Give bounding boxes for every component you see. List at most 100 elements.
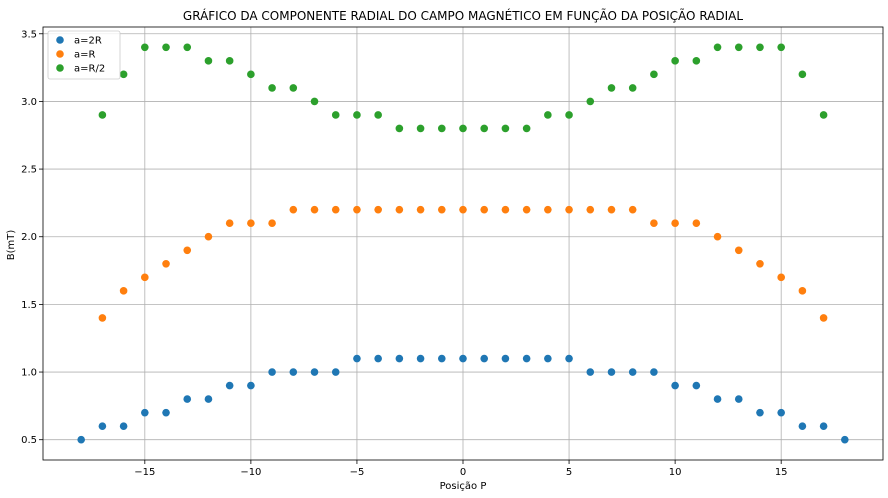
- data-point: [713, 43, 722, 52]
- data-point: [586, 205, 595, 214]
- data-point: [395, 124, 404, 133]
- y-tick-label: 2.5: [21, 165, 37, 176]
- data-point: [353, 111, 361, 119]
- data-point: [247, 381, 255, 390]
- data-point: [268, 368, 276, 376]
- data-point: [798, 70, 807, 79]
- data-point: [416, 124, 425, 133]
- data-point: [480, 205, 489, 214]
- data-point: [141, 273, 149, 282]
- data-point: [671, 57, 679, 65]
- data-point: [671, 381, 679, 390]
- data-point: [268, 219, 276, 228]
- x-tick-label: −15: [134, 467, 155, 478]
- data-point: [331, 368, 340, 376]
- data-point: [353, 354, 361, 363]
- data-point: [459, 124, 467, 133]
- data-point: [416, 205, 425, 214]
- data-point: [607, 368, 616, 376]
- data-point: [374, 111, 382, 119]
- data-point: [437, 205, 446, 214]
- data-point: [247, 70, 255, 79]
- data-point: [650, 219, 658, 228]
- legend-marker: [56, 64, 64, 72]
- data-point: [819, 422, 828, 430]
- data-point: [289, 205, 298, 214]
- data-point: [119, 422, 128, 430]
- data-point: [586, 97, 595, 106]
- data-point: [522, 205, 531, 214]
- data-point: [586, 368, 595, 376]
- series-a=R: [98, 205, 828, 322]
- data-points: [77, 43, 849, 444]
- data-point: [734, 43, 743, 52]
- x-tick-label: 10: [669, 467, 682, 478]
- legend-marker: [56, 50, 64, 58]
- data-point: [565, 205, 573, 214]
- data-point: [289, 368, 298, 376]
- data-point: [501, 124, 510, 133]
- data-point: [692, 57, 701, 65]
- data-point: [756, 43, 764, 52]
- x-tick-label: 15: [775, 467, 788, 478]
- data-point: [225, 219, 234, 228]
- x-axis-ticks: −15 −10 −5 0 5 10 15: [134, 460, 788, 478]
- data-point: [204, 57, 213, 65]
- data-point: [501, 354, 510, 363]
- data-point: [225, 57, 234, 65]
- data-point: [353, 205, 361, 214]
- data-point: [204, 395, 213, 403]
- data-point: [607, 84, 616, 92]
- data-point: [162, 43, 170, 52]
- data-point: [183, 43, 192, 52]
- y-tick-label: 1.5: [21, 300, 37, 311]
- data-point: [756, 259, 764, 268]
- y-tick-label: 0.5: [21, 435, 37, 446]
- data-point: [650, 70, 658, 79]
- data-point: [734, 395, 743, 403]
- data-point: [628, 368, 637, 376]
- data-point: [395, 205, 404, 214]
- data-point: [310, 97, 319, 106]
- data-point: [416, 354, 425, 363]
- legend-marker: [56, 36, 64, 44]
- data-point: [289, 84, 298, 92]
- legend: a=2R a=R a=R/2: [47, 30, 121, 80]
- data-point: [607, 205, 616, 214]
- data-point: [522, 354, 531, 363]
- data-point: [141, 408, 149, 417]
- data-point: [183, 246, 192, 255]
- data-point: [713, 395, 722, 403]
- data-point: [225, 381, 234, 390]
- legend-label: a=R: [74, 50, 96, 61]
- x-axis-label: Posição P: [440, 481, 487, 492]
- data-point: [437, 124, 446, 133]
- data-point: [141, 43, 149, 52]
- data-point: [544, 111, 552, 119]
- y-tick-label: 3.5: [21, 29, 37, 40]
- data-point: [480, 354, 489, 363]
- x-tick-label: 0: [460, 467, 466, 478]
- data-point: [459, 354, 467, 363]
- data-point: [119, 70, 128, 79]
- legend-box: [47, 30, 121, 80]
- data-point: [713, 232, 722, 241]
- data-point: [77, 435, 85, 444]
- data-point: [374, 205, 382, 214]
- data-point: [247, 219, 255, 228]
- data-point: [565, 354, 573, 363]
- data-point: [692, 381, 701, 390]
- data-point: [183, 395, 192, 403]
- legend-label: a=2R: [74, 36, 102, 47]
- data-point: [98, 422, 107, 430]
- data-point: [374, 354, 382, 363]
- data-point: [734, 246, 743, 255]
- data-point: [437, 354, 446, 363]
- grid: [43, 27, 883, 460]
- data-point: [777, 43, 785, 52]
- data-point: [650, 368, 658, 376]
- data-point: [841, 435, 849, 444]
- y-tick-label: 3.0: [21, 97, 37, 108]
- x-tick-label: −5: [350, 467, 365, 478]
